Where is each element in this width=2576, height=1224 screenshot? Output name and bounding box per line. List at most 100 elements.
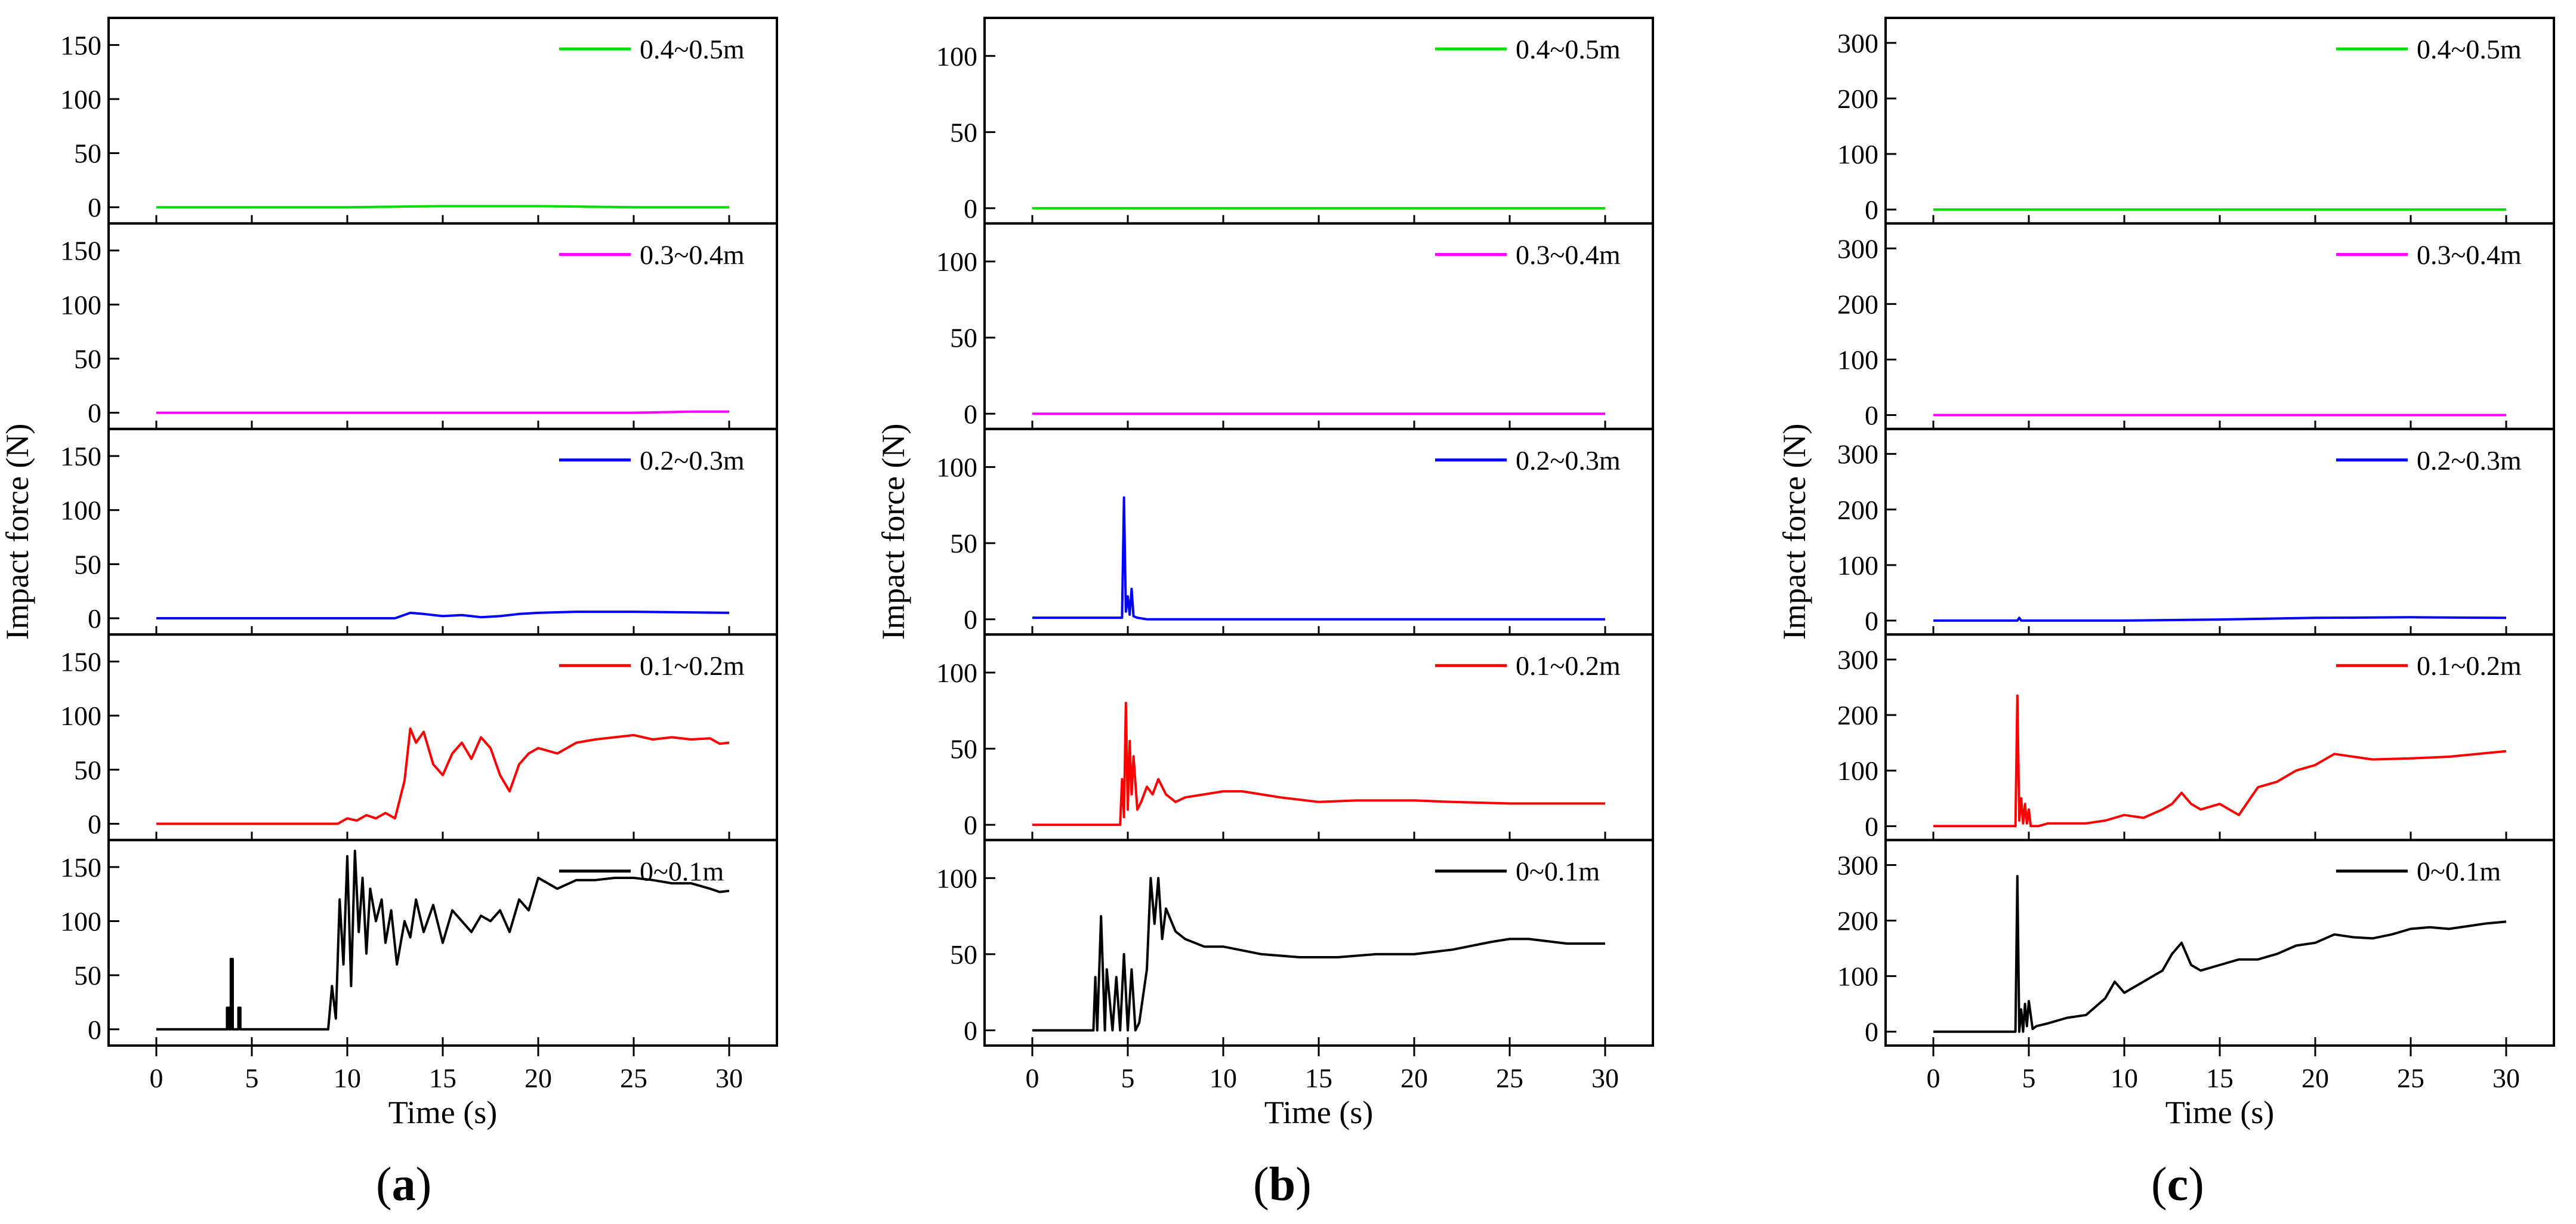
series-line bbox=[156, 849, 730, 1031]
y-tick-label: 300 bbox=[1837, 233, 1878, 264]
x-tick-label: 20 bbox=[2302, 1063, 2329, 1093]
x-tick-label: 10 bbox=[334, 1063, 361, 1093]
series-line bbox=[1032, 496, 1605, 621]
x-tick-label: 15 bbox=[2206, 1063, 2233, 1093]
y-tick-label: 150 bbox=[60, 236, 101, 266]
x-tick-label: 30 bbox=[715, 1063, 743, 1093]
x-tick-label: 0 bbox=[1927, 1063, 1941, 1093]
panel-label-a: (a) bbox=[376, 1158, 432, 1211]
y-tick-label: 0 bbox=[88, 603, 101, 634]
y-tick-label: 100 bbox=[936, 863, 977, 893]
panel-label-c-letter: c bbox=[2167, 1158, 2189, 1211]
y-tick-label: 100 bbox=[60, 907, 101, 937]
y-axis-label: Impact force (N) bbox=[0, 424, 35, 640]
x-tick-label: 5 bbox=[1121, 1063, 1135, 1093]
y-tick-label: 200 bbox=[1837, 84, 1878, 114]
y-tick-label: 0 bbox=[964, 605, 977, 635]
y-axis-label: Impact force (N) bbox=[1776, 424, 1812, 640]
x-tick-label: 10 bbox=[1210, 1063, 1237, 1093]
y-tick-label: 200 bbox=[1837, 906, 1878, 936]
y-tick-label: 150 bbox=[60, 30, 101, 60]
legend-label: 0.2~0.3m bbox=[640, 445, 745, 476]
legend-label: 0.1~0.2m bbox=[1516, 650, 1621, 681]
series-line bbox=[156, 727, 730, 825]
y-tick-label: 300 bbox=[1837, 439, 1878, 470]
y-tick-label: 50 bbox=[950, 939, 977, 970]
x-axis-label: Time (s) bbox=[2165, 1094, 2275, 1130]
y-tick-label: 150 bbox=[60, 852, 101, 883]
y-tick-label: 150 bbox=[60, 441, 101, 471]
y-tick-label: 100 bbox=[60, 495, 101, 526]
x-tick-label: 25 bbox=[2397, 1063, 2424, 1093]
x-tick-label: 25 bbox=[620, 1063, 647, 1093]
y-tick-label: 100 bbox=[1837, 961, 1878, 992]
series-line bbox=[156, 205, 729, 209]
x-tick-label: 15 bbox=[429, 1063, 456, 1093]
x-tick-label: 10 bbox=[2111, 1063, 2138, 1093]
y-tick-label: 100 bbox=[936, 452, 977, 483]
x-axis-label: Time (s) bbox=[1264, 1094, 1374, 1130]
y-tick-label: 50 bbox=[74, 138, 101, 169]
y-tick-label: 50 bbox=[950, 323, 977, 353]
y-tick-label: 150 bbox=[60, 647, 101, 677]
y-tick-label: 0 bbox=[1865, 400, 1878, 431]
y-tick-label: 100 bbox=[936, 658, 977, 688]
y-tick-label: 50 bbox=[950, 528, 977, 559]
y-tick-label: 0 bbox=[964, 399, 977, 429]
y-tick-label: 50 bbox=[74, 344, 101, 374]
y-tick-label: 100 bbox=[60, 289, 101, 320]
y-tick-label: 300 bbox=[1837, 850, 1878, 880]
panel-label-b: (b) bbox=[1253, 1158, 1312, 1211]
legend-label: 0.4~0.5m bbox=[1516, 34, 1621, 64]
legend-label: 0.3~0.4m bbox=[1516, 239, 1621, 270]
y-tick-label: 0 bbox=[1865, 606, 1878, 636]
legend-label: 0.1~0.2m bbox=[2417, 650, 2522, 681]
legend-label: 0.4~0.5m bbox=[2417, 34, 2522, 64]
y-tick-label: 0 bbox=[88, 1015, 101, 1045]
legend-label: 0.2~0.3m bbox=[2417, 445, 2522, 476]
y-tick-label: 0 bbox=[1865, 1017, 1878, 1047]
x-tick-label: 0 bbox=[1026, 1063, 1039, 1093]
y-tick-label: 50 bbox=[74, 960, 101, 991]
panel-label-b-letter: b bbox=[1269, 1158, 1296, 1211]
y-tick-label: 50 bbox=[74, 755, 101, 785]
series-line bbox=[1933, 694, 2507, 828]
y-tick-label: 0 bbox=[964, 193, 977, 224]
y-tick-label: 50 bbox=[74, 549, 101, 579]
series-line bbox=[1032, 702, 1605, 827]
y-tick-label: 50 bbox=[950, 734, 977, 764]
series-line bbox=[1032, 877, 1605, 1032]
y-tick-label: 100 bbox=[60, 84, 101, 115]
y-tick-label: 100 bbox=[936, 246, 977, 277]
legend-label: 0.3~0.4m bbox=[640, 239, 745, 270]
x-tick-label: 5 bbox=[245, 1063, 259, 1093]
legend-label: 0~0.1m bbox=[1516, 856, 1600, 887]
y-tick-label: 200 bbox=[1837, 495, 1878, 525]
x-tick-label: 5 bbox=[2022, 1063, 2036, 1093]
y-tick-label: 100 bbox=[1837, 344, 1878, 375]
panel-label-c: (c) bbox=[2151, 1158, 2204, 1211]
y-tick-label: 300 bbox=[1837, 28, 1878, 58]
x-tick-label: 20 bbox=[1400, 1063, 1428, 1093]
series-line bbox=[156, 410, 729, 414]
y-tick-label: 0 bbox=[1865, 811, 1878, 841]
legend-label: 0~0.1m bbox=[2417, 856, 2501, 887]
x-tick-label: 30 bbox=[1591, 1063, 1619, 1093]
x-tick-label: 15 bbox=[1305, 1063, 1332, 1093]
y-tick-label: 0 bbox=[88, 398, 101, 428]
x-tick-label: 0 bbox=[150, 1063, 163, 1093]
y-tick-label: 100 bbox=[60, 701, 101, 731]
x-tick-label: 20 bbox=[525, 1063, 552, 1093]
y-tick-label: 200 bbox=[1837, 289, 1878, 319]
legend-label: 0.1~0.2m bbox=[640, 650, 745, 681]
series-line bbox=[1933, 875, 2507, 1033]
series-line bbox=[1933, 616, 2507, 622]
y-tick-label: 100 bbox=[936, 41, 977, 72]
series-line bbox=[156, 611, 730, 619]
x-tick-label: 25 bbox=[1496, 1063, 1523, 1093]
legend-label: 0.2~0.3m bbox=[1516, 445, 1621, 476]
y-tick-label: 50 bbox=[950, 117, 977, 147]
x-axis-label: Time (s) bbox=[388, 1094, 498, 1130]
y-tick-label: 300 bbox=[1837, 645, 1878, 675]
